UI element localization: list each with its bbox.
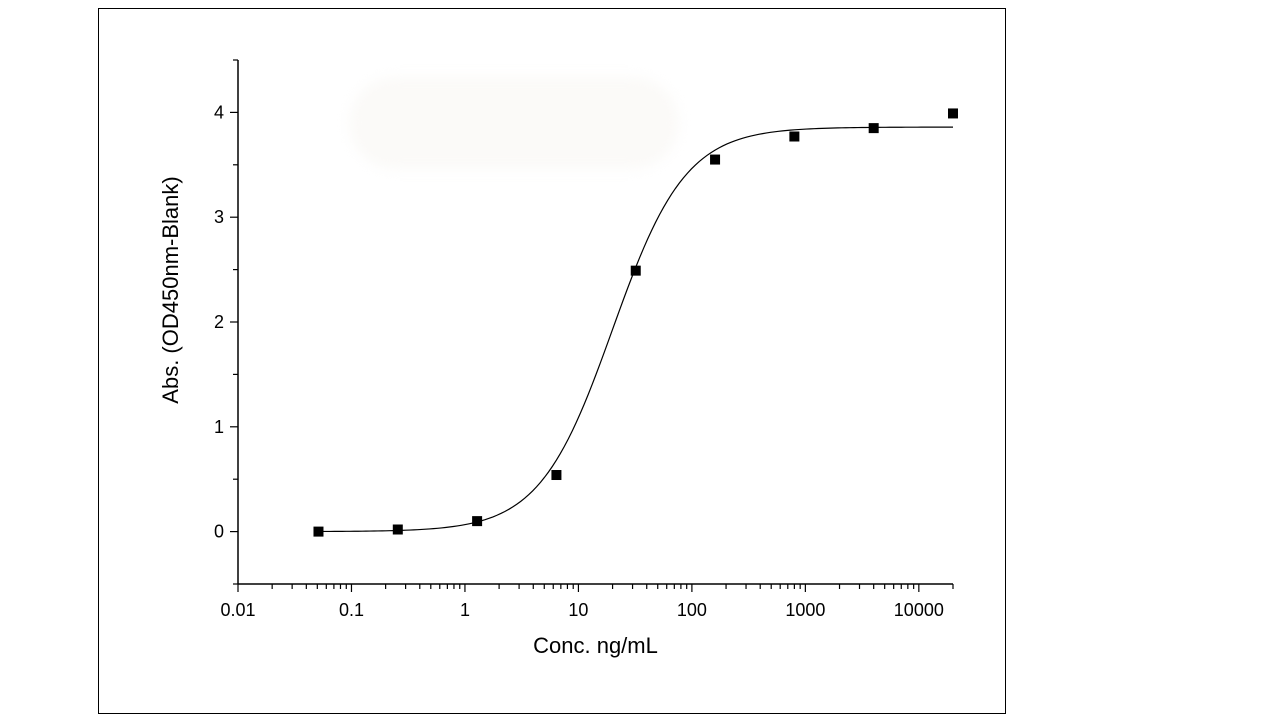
x-tick-label: 100 bbox=[677, 600, 707, 620]
data-points bbox=[313, 108, 958, 537]
data-point bbox=[551, 470, 562, 481]
figure-frame bbox=[98, 8, 1006, 714]
data-point bbox=[313, 526, 324, 537]
y-tick-label: 4 bbox=[214, 102, 224, 122]
y-axis: 0 1 2 3 4 bbox=[214, 59, 239, 585]
x-tick-label: 0.01 bbox=[220, 600, 255, 620]
data-point bbox=[868, 123, 879, 134]
x-tick-label: 1000 bbox=[785, 600, 825, 620]
x-tick-label: 0.1 bbox=[339, 600, 364, 620]
y-tick-label: 2 bbox=[214, 312, 224, 332]
data-point bbox=[948, 108, 958, 119]
data-point bbox=[630, 265, 641, 276]
x-tick-label: 1 bbox=[460, 600, 470, 620]
y-tick-label: 1 bbox=[214, 417, 224, 437]
y-tick-label: 0 bbox=[214, 522, 224, 542]
x-axis-title: Conc. ng/mL bbox=[533, 633, 658, 658]
y-axis-title: Abs. (OD450nm-Blank) bbox=[158, 176, 183, 403]
fit-curve bbox=[318, 126, 953, 533]
y-ticks: 0 1 2 3 4 bbox=[214, 59, 238, 585]
x-ticks: 0.01 0.1 1 10 100 1000 10000 bbox=[220, 584, 954, 620]
x-tick-label: 10 bbox=[568, 600, 588, 620]
faint-watermark bbox=[349, 77, 679, 169]
x-axis: 0.01 0.1 1 10 100 1000 10000 bbox=[220, 583, 954, 620]
data-point bbox=[472, 516, 483, 527]
data-point bbox=[710, 154, 721, 165]
x-tick-label: 10000 bbox=[894, 600, 944, 620]
y-tick-label: 3 bbox=[214, 207, 224, 227]
data-point bbox=[392, 524, 403, 535]
data-point bbox=[789, 131, 800, 142]
